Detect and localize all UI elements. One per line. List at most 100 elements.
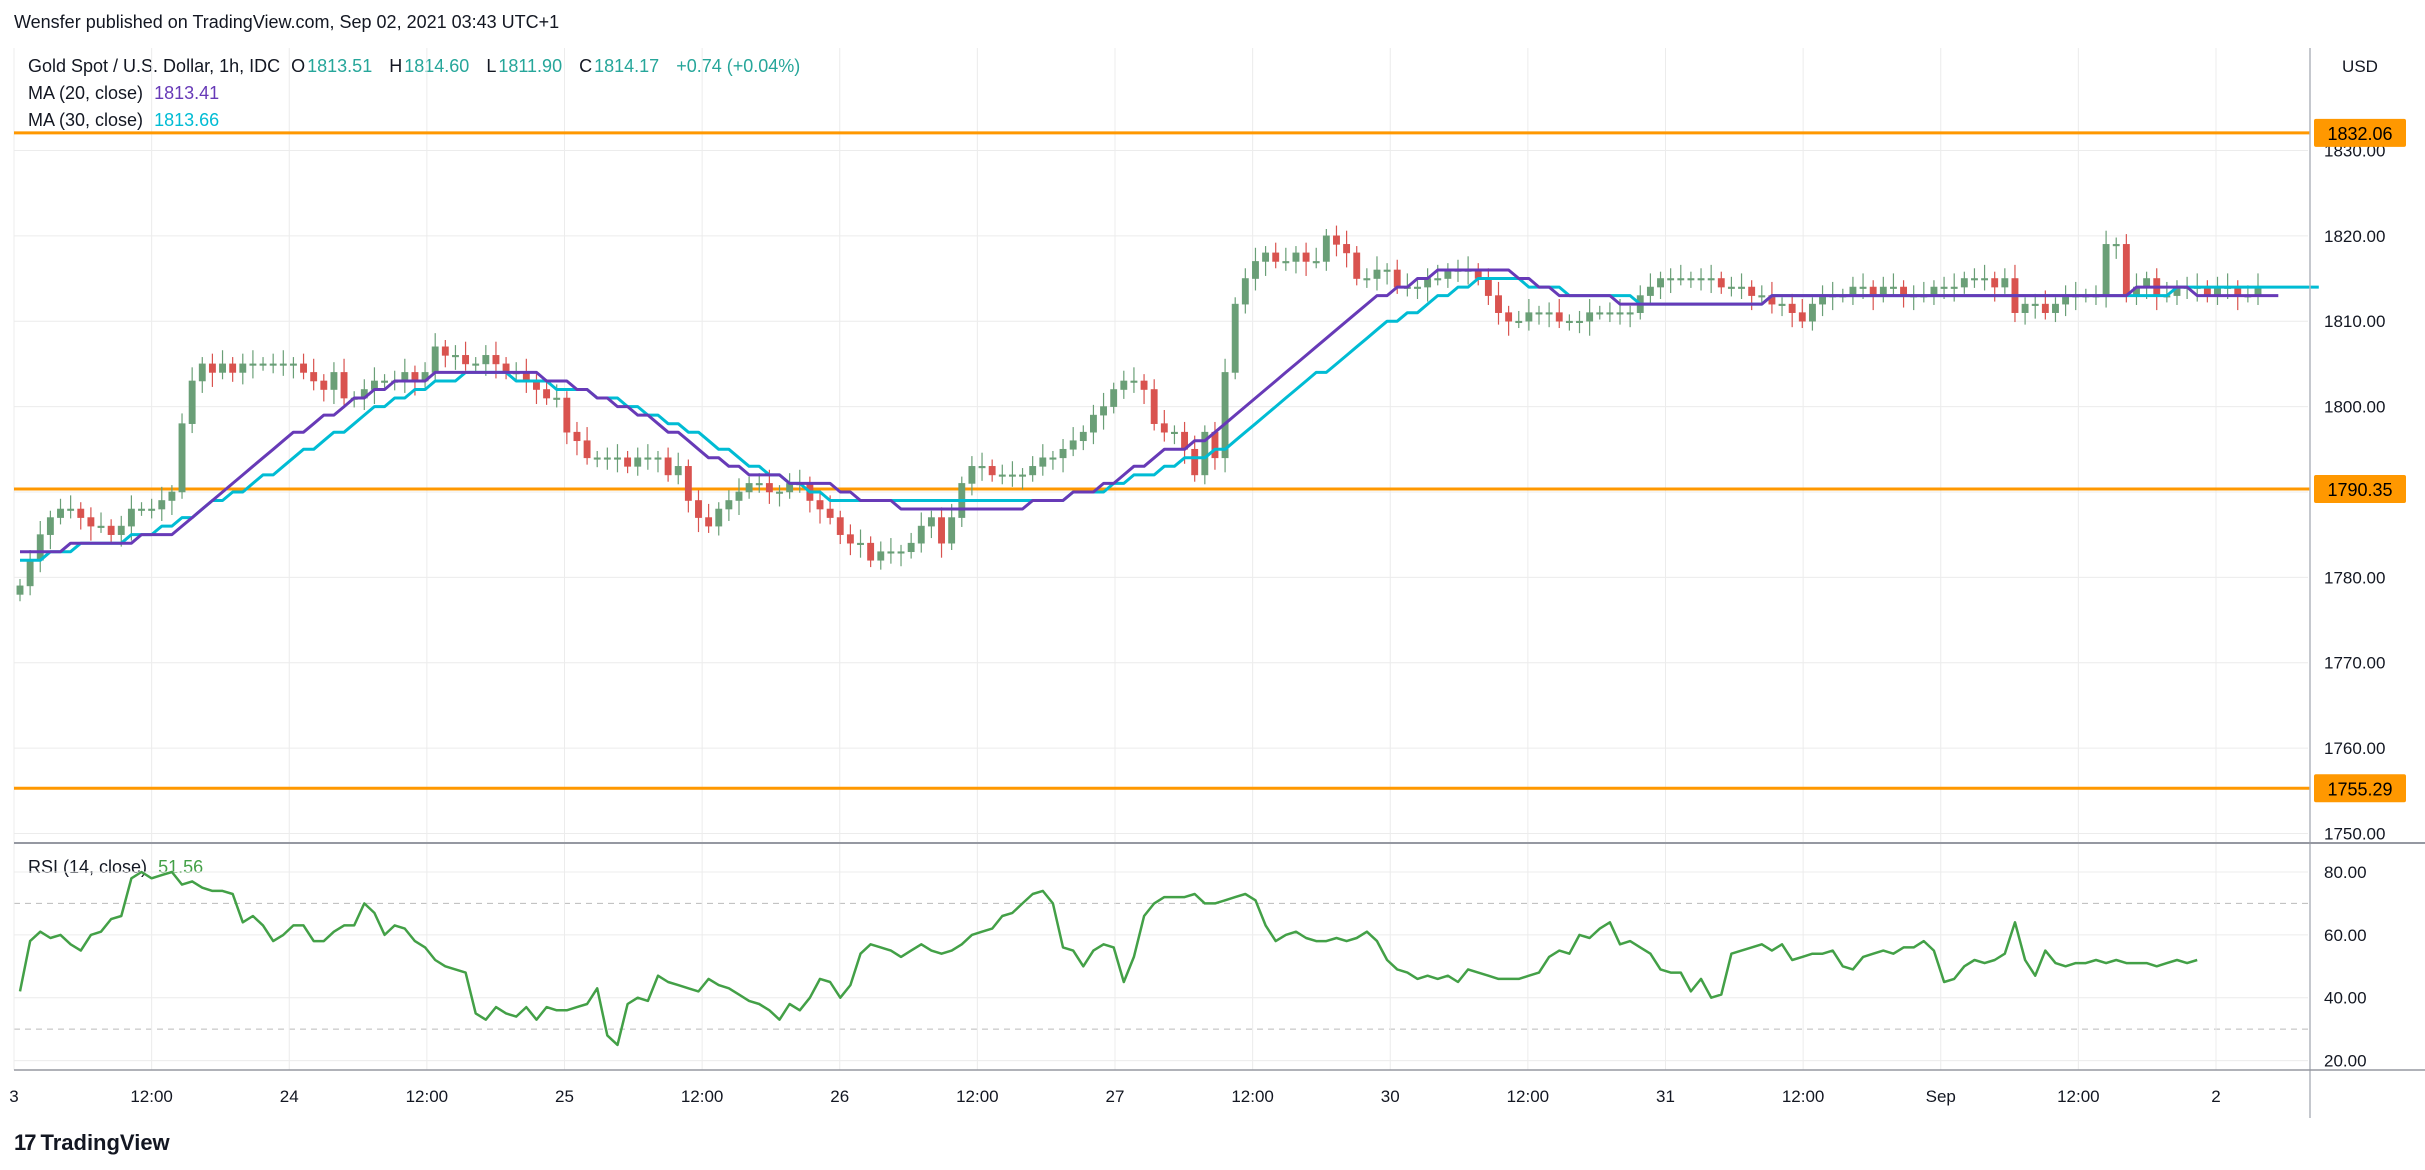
candle-body (1667, 278, 1675, 281)
candle-body (2001, 278, 2009, 288)
publisher-credit: Wensfer published on TradingView.com, Se… (14, 12, 560, 32)
candle-body (1160, 423, 1168, 433)
candle-body (867, 542, 875, 561)
candle-body (1646, 286, 1654, 296)
candle-body (259, 363, 267, 366)
candle-body (1991, 278, 1999, 288)
candle-body (857, 542, 864, 545)
candle-body (1343, 244, 1351, 254)
ma20-legend: MA (20, close) 1813.41 (28, 83, 225, 104)
candle-body (1626, 312, 1634, 315)
low-value: L 1811.90 (486, 56, 563, 76)
candle-body (1687, 278, 1695, 281)
candle-body (1171, 431, 1178, 434)
candle-body (1059, 448, 1067, 459)
candle-body (684, 466, 692, 501)
candle-body (198, 363, 206, 382)
candle-body (239, 363, 247, 373)
time-tick-label: 3 (9, 1087, 18, 1106)
candle-body (826, 508, 834, 518)
candle-body (1697, 278, 1705, 281)
price-tick-label: 1820.00 (2324, 227, 2385, 246)
rsi-pane (18, 870, 2198, 1047)
candle-body (117, 525, 125, 535)
rsi-line (18, 870, 2198, 1047)
candle-body (16, 585, 24, 595)
level-price-tag (2314, 774, 2406, 803)
candle-body (1191, 448, 1199, 476)
level-price-label: 1790.35 (2327, 480, 2392, 500)
time-tick-label: 26 (830, 1087, 849, 1106)
candle-body (1130, 380, 1138, 383)
candle-body (998, 474, 1006, 477)
candle-body (381, 380, 389, 383)
candle-body (1778, 303, 1786, 306)
change-value: +0.74 (+0.04%) (676, 56, 801, 76)
level-price-label: 1755.29 (2327, 779, 2392, 799)
candle-body (988, 466, 996, 476)
candle-body (715, 508, 723, 527)
candle-body (1434, 278, 1442, 281)
tradingview-logo[interactable]: 17 TradingView (14, 1130, 170, 1156)
candle-body (219, 363, 226, 373)
candle-body (67, 508, 75, 511)
time-tick-label: 31 (1656, 1087, 1675, 1106)
candle-body (1889, 286, 1897, 289)
candle-body (320, 380, 328, 390)
price-tick-label: 1760.00 (2324, 739, 2385, 758)
candle-body (1069, 440, 1077, 450)
candle-body (2112, 244, 2120, 247)
candle-body (735, 491, 743, 501)
candle-body (1029, 466, 1037, 476)
axes: 1830.001820.001810.001800.001790.001780.… (9, 48, 2425, 1118)
candle-body (1727, 286, 1735, 289)
candle-body (664, 457, 672, 476)
candle-body (1282, 261, 1290, 264)
close-value: C 1814.17 (579, 56, 660, 76)
candle-body (755, 483, 763, 486)
candle-body (148, 508, 156, 511)
candle-body (948, 517, 956, 544)
candle-body (1960, 278, 1968, 288)
candle-body (1758, 295, 1766, 298)
time-tick-label: 12:00 (130, 1087, 173, 1106)
price-tick-label: 1780.00 (2324, 568, 2385, 587)
candle-body (1484, 278, 1492, 296)
candle-body (168, 491, 176, 501)
candle-body (968, 466, 976, 484)
candle-body (614, 457, 621, 460)
time-tick-label: 2 (2211, 1087, 2220, 1106)
candle-body (1576, 320, 1583, 324)
time-tick-label: Sep (1926, 1087, 1956, 1106)
candle-body (674, 466, 682, 476)
price-tags: 1832.06 1790.35 1755.29 (2314, 118, 2406, 803)
candle-body (634, 457, 642, 467)
time-tick-label: 25 (555, 1087, 574, 1106)
time-tick-label: 27 (1106, 1087, 1125, 1106)
ma20-value: 1813.41 (154, 83, 220, 103)
candle-body (1333, 235, 1340, 245)
symbol-title: Gold Spot / U.S. Dollar, 1h, IDC (28, 56, 281, 76)
candle-body (87, 517, 95, 527)
candle-body (603, 457, 611, 460)
candle-body (1859, 286, 1867, 289)
candle-body (573, 431, 581, 442)
candles (16, 225, 2262, 602)
candle-body (1707, 278, 1715, 281)
price-tick-label: 1750.00 (2324, 824, 2385, 843)
high-value: H 1814.60 (389, 56, 470, 76)
candle-body (1322, 235, 1330, 262)
candle-body (1677, 278, 1685, 281)
price-tick-label: 1800.00 (2324, 398, 2385, 417)
candle-body (1788, 303, 1796, 313)
candle-body (877, 551, 885, 561)
candle-body (1414, 286, 1421, 289)
symbol-legend: Gold Spot / U.S. Dollar, 1h, IDC O 1813.5… (28, 56, 806, 77)
candle-body (593, 457, 601, 460)
candle-body (978, 466, 986, 469)
ma20-line (20, 268, 2279, 554)
candle-body (705, 517, 713, 527)
candle-body (138, 508, 145, 511)
candle-body (1241, 278, 1249, 305)
